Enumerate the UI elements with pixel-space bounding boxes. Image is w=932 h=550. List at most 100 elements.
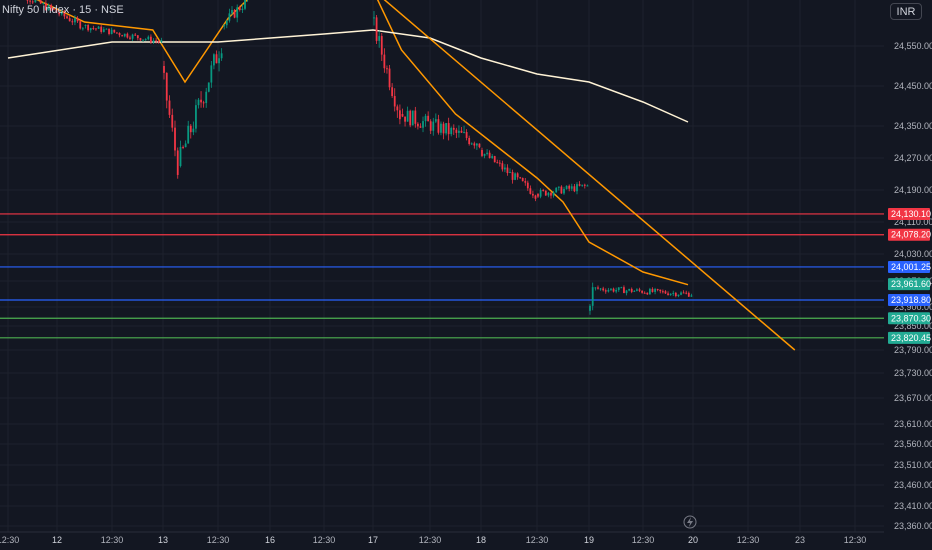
price-tick-label: 24,270.00 xyxy=(894,153,932,163)
candle-body xyxy=(184,143,187,148)
time-tick-label: 12:30 xyxy=(0,535,19,545)
candle-body xyxy=(615,289,618,292)
candle-body xyxy=(591,287,594,306)
candle-body xyxy=(29,0,32,2)
candle-body xyxy=(685,292,688,294)
currency-button[interactable]: INR xyxy=(890,3,922,20)
candle-body xyxy=(228,13,231,21)
candle-body xyxy=(529,188,532,194)
candle-body xyxy=(460,130,463,133)
candle-body xyxy=(674,292,677,297)
candle-body xyxy=(544,190,547,196)
price-tick-label: 23,410.00 xyxy=(894,501,932,511)
candle-body xyxy=(179,146,182,166)
candle-body xyxy=(506,167,509,173)
candle-body xyxy=(134,34,137,36)
price-tick-label: 23,560.00 xyxy=(894,439,932,449)
candle-body xyxy=(79,21,82,29)
price-label-box xyxy=(888,228,930,241)
candle-body xyxy=(483,153,486,156)
candle-body xyxy=(442,123,445,134)
candle-body xyxy=(74,18,76,23)
candle-body xyxy=(375,17,378,41)
candle-body xyxy=(71,21,74,23)
time-tick-label: 12:30 xyxy=(632,535,655,545)
candle-body xyxy=(690,295,693,297)
candle-body xyxy=(481,150,483,156)
candle-body xyxy=(612,288,615,292)
symbol-label[interactable]: Nifty 50 Index · 15 · NSE xyxy=(2,4,124,16)
candle-body xyxy=(664,291,667,294)
candle-body xyxy=(76,18,79,22)
candle-body xyxy=(537,194,539,197)
candle-body xyxy=(160,40,163,43)
candle-body xyxy=(667,293,669,296)
time-tick-label: 20 xyxy=(688,535,698,545)
candle-body xyxy=(470,143,473,145)
time-tick-label: 13 xyxy=(158,535,168,545)
candle-body xyxy=(165,72,168,101)
time-tick-label: 12:30 xyxy=(101,535,124,545)
candle-body xyxy=(147,36,150,40)
horizontal-levels xyxy=(0,213,884,339)
candle-body xyxy=(236,7,239,18)
candle-body xyxy=(547,192,550,196)
candle-body xyxy=(97,26,100,29)
candle-body xyxy=(581,184,584,186)
candle-body xyxy=(607,289,610,292)
candle-body xyxy=(519,177,522,179)
candle-body xyxy=(47,4,50,11)
candle-body xyxy=(455,129,458,133)
candle-body xyxy=(597,287,599,289)
candle-body xyxy=(463,131,465,133)
candle-body xyxy=(92,27,95,29)
candle-body xyxy=(218,58,220,64)
candle-body xyxy=(55,9,58,13)
candle-body xyxy=(220,53,223,59)
price-tick-label: 23,900.00 xyxy=(894,302,932,312)
time-tick-label: 12 xyxy=(52,535,62,545)
candle-body xyxy=(511,172,514,180)
candle-body xyxy=(414,110,417,124)
candle-body xyxy=(458,130,460,133)
candle-body xyxy=(589,305,591,311)
candle-body xyxy=(602,288,605,291)
candle-body xyxy=(396,106,399,111)
candle-body xyxy=(610,288,612,290)
candle-body xyxy=(144,39,147,41)
time-tick-label: 12:30 xyxy=(844,535,867,545)
candle-body xyxy=(113,29,116,33)
time-tick-label: 12:30 xyxy=(526,535,549,545)
time-tick-label: 16 xyxy=(265,535,275,545)
candle-body xyxy=(468,137,471,145)
candle-body xyxy=(231,9,233,14)
candle-body xyxy=(383,54,386,69)
time-tick-label: 12:30 xyxy=(737,535,760,545)
candle-body xyxy=(176,150,179,175)
price-tick-label: 23,460.00 xyxy=(894,480,932,490)
candle-body xyxy=(654,289,656,292)
candle-body xyxy=(447,123,450,135)
candle-body xyxy=(391,87,394,97)
candle-body xyxy=(68,18,71,22)
candle-body xyxy=(202,102,205,104)
candle-body xyxy=(599,288,602,290)
candle-body xyxy=(58,12,61,15)
candle-body xyxy=(465,131,468,138)
candle-body xyxy=(672,292,675,294)
time-axis[interactable]: 12:30 12 12:30 13 12:30 16 12:30 17 12:30 18 12:30… xyxy=(0,531,884,545)
candle-body xyxy=(399,110,401,120)
lightning-icon[interactable] xyxy=(683,515,697,529)
candle-body xyxy=(604,290,607,292)
candle-body xyxy=(452,127,455,130)
candle-body xyxy=(509,172,511,174)
candle-body xyxy=(215,54,218,64)
time-tick-label: 17 xyxy=(368,535,378,545)
candle-body xyxy=(34,0,37,3)
price-tick-label: 23,670.00 xyxy=(894,393,932,403)
candle-body xyxy=(174,127,176,151)
candle-body xyxy=(648,288,651,295)
candle-body xyxy=(578,184,581,186)
